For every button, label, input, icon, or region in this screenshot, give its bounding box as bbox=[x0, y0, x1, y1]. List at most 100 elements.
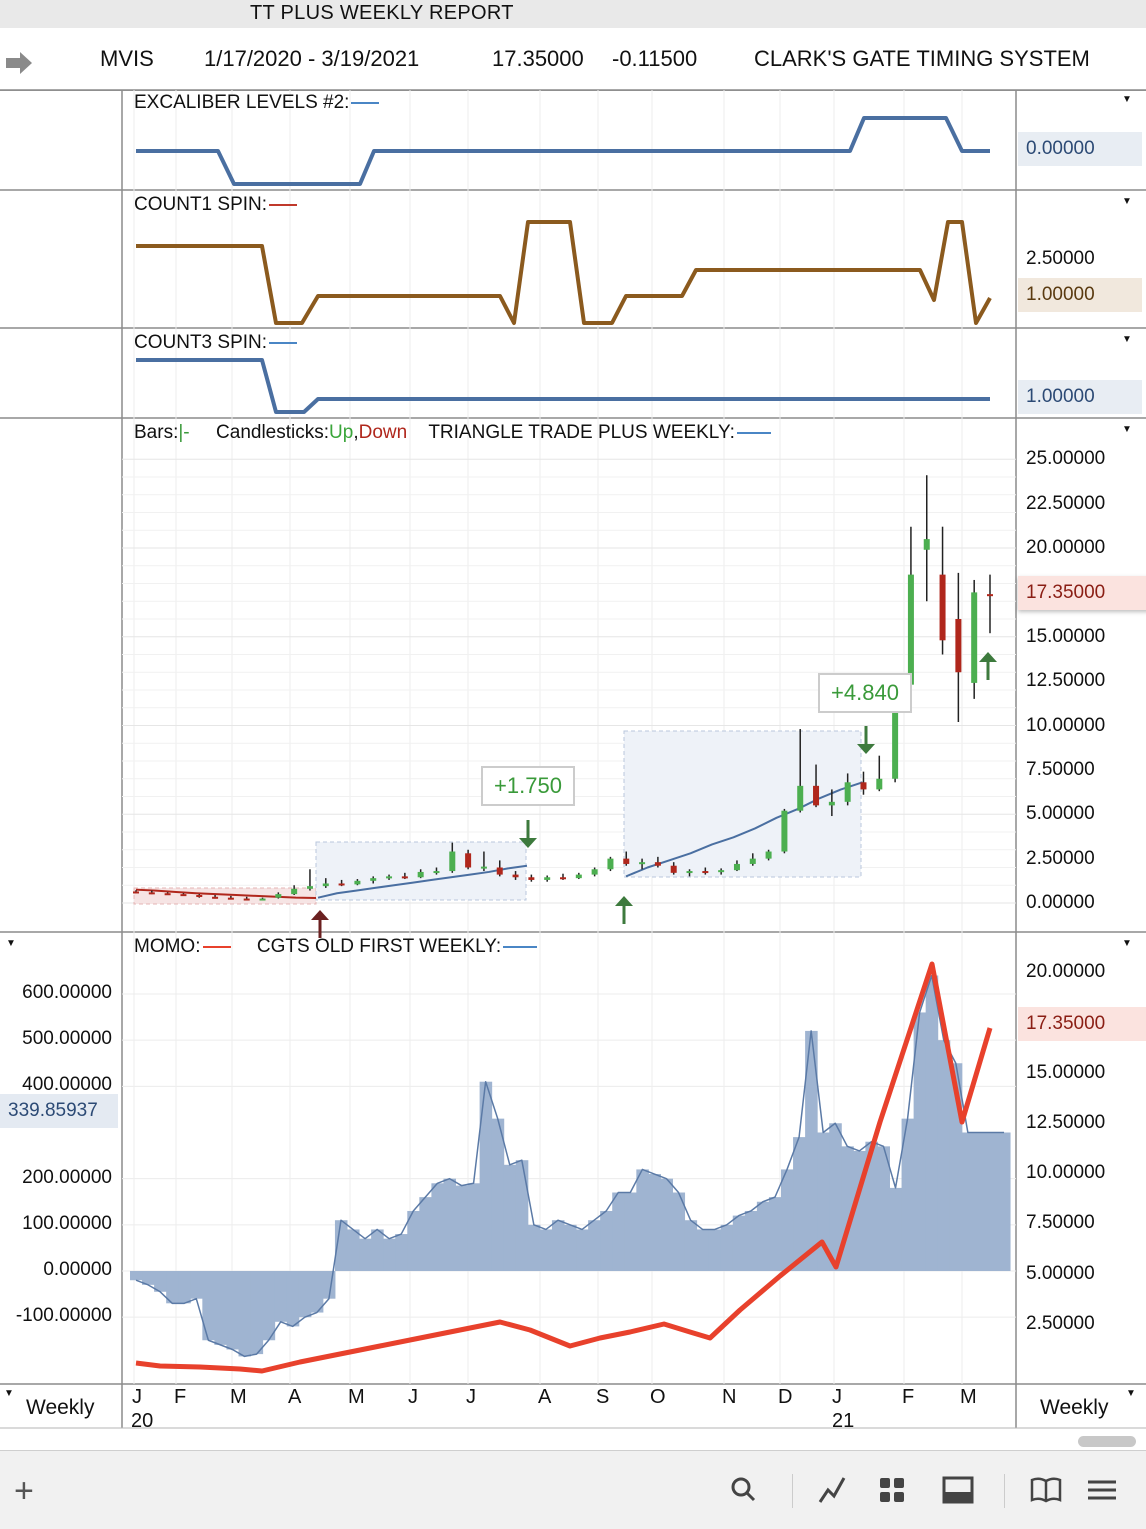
system-name: CLARK'S GATE TIMING SYSTEM bbox=[754, 46, 1090, 71]
momo-left-menu-icon[interactable]: ▼ bbox=[6, 938, 16, 949]
cgts-bar bbox=[732, 1215, 746, 1271]
price-legend: Bars:|- Candlesticks:Up,Down TRIANGLE TR… bbox=[134, 422, 771, 444]
horizontal-scrollbar[interactable] bbox=[1078, 1436, 1136, 1447]
gain-label-2: +4.840 bbox=[818, 673, 912, 713]
candle-body bbox=[892, 711, 899, 779]
forward-arrow-icon[interactable] bbox=[6, 52, 34, 74]
candle-body bbox=[686, 871, 693, 874]
period-left[interactable]: Weekly bbox=[26, 1396, 95, 1419]
cgts-bar bbox=[913, 1012, 927, 1271]
candle-body bbox=[496, 867, 503, 875]
candle-body bbox=[465, 853, 472, 868]
last-price: 17.35000 bbox=[492, 46, 584, 71]
month-label: M bbox=[348, 1386, 365, 1408]
candle-body bbox=[212, 896, 219, 899]
month-label: M bbox=[230, 1386, 247, 1408]
momo-right-tick: 7.50000 bbox=[1026, 1212, 1095, 1233]
cgts-bar bbox=[491, 1118, 505, 1271]
date-range: 1/17/2020 - 3/19/2021 bbox=[204, 46, 420, 71]
candle-body bbox=[338, 883, 345, 886]
month-label: F bbox=[174, 1386, 187, 1408]
candle-body bbox=[955, 619, 962, 673]
period-right[interactable]: Weekly bbox=[1040, 1396, 1109, 1419]
candle-body bbox=[544, 877, 551, 880]
count1-title: COUNT1 SPIN: bbox=[134, 194, 298, 216]
cgts-bar bbox=[527, 1224, 541, 1271]
price-tick: 25.00000 bbox=[1026, 448, 1106, 470]
momo-right-tick: 5.00000 bbox=[1026, 1263, 1095, 1284]
cgts-bar bbox=[503, 1164, 517, 1271]
count1-tick: 2.50000 bbox=[1026, 248, 1095, 269]
sell-arrow-1 bbox=[519, 820, 537, 848]
cgts-bar bbox=[407, 1210, 420, 1271]
cgts-bar bbox=[443, 1178, 456, 1271]
candle-body bbox=[275, 894, 282, 898]
menu-icon[interactable] bbox=[1084, 1472, 1120, 1508]
candle-body bbox=[971, 592, 978, 683]
cgts-bar bbox=[166, 1271, 179, 1304]
candle-body bbox=[386, 876, 393, 879]
candle-body bbox=[227, 897, 234, 900]
candle-body bbox=[148, 892, 155, 895]
month-label: N bbox=[722, 1386, 737, 1408]
excaliber-menu-icon[interactable]: ▼ bbox=[1122, 94, 1132, 105]
momo-right-tick: 2.50000 bbox=[1026, 1313, 1095, 1334]
cgts-bar bbox=[202, 1271, 215, 1341]
cgts-bar bbox=[334, 1220, 348, 1271]
candle-body bbox=[164, 893, 171, 896]
line-chart-icon[interactable] bbox=[814, 1472, 850, 1508]
candle-body bbox=[733, 863, 740, 871]
cgts-bar bbox=[829, 1123, 842, 1271]
momo-line bbox=[135, 961, 993, 1374]
momo-right-tick: 12.50000 bbox=[1026, 1112, 1106, 1133]
candle-body bbox=[401, 876, 408, 879]
candle-body bbox=[813, 785, 820, 806]
momo-left-tick: 500.00000 bbox=[22, 1028, 112, 1050]
triangle-box-2 bbox=[623, 730, 862, 878]
period-right-dropdown-icon[interactable]: ▼ bbox=[1126, 1388, 1136, 1399]
count3-menu-icon[interactable]: ▼ bbox=[1122, 334, 1132, 345]
cgts-bar bbox=[238, 1271, 252, 1357]
cgts-bar bbox=[672, 1192, 686, 1271]
price-tick: 5.00000 bbox=[1026, 803, 1095, 825]
symbol-info-bar: MVIS 1/17/2020 - 3/19/2021 17.35000 -0.1… bbox=[0, 28, 1146, 91]
cgts-bar bbox=[865, 1141, 878, 1271]
candle-body bbox=[923, 539, 930, 550]
candle-body bbox=[196, 895, 203, 898]
candle-body bbox=[860, 782, 867, 790]
candle-body bbox=[607, 858, 614, 870]
search-icon[interactable] bbox=[726, 1472, 762, 1508]
price-tick: 10.00000 bbox=[1026, 714, 1106, 736]
candle-body bbox=[259, 898, 266, 901]
cgts-bar bbox=[142, 1271, 155, 1285]
cgts-bar bbox=[696, 1229, 710, 1271]
candle-body bbox=[322, 883, 329, 887]
month-label: S bbox=[596, 1386, 610, 1408]
chart-canvas[interactable] bbox=[0, 0, 1146, 1450]
cgts-bar bbox=[925, 975, 939, 1271]
panel-icon[interactable] bbox=[940, 1472, 976, 1508]
candle-body bbox=[449, 851, 456, 872]
price-tick: 7.50000 bbox=[1026, 758, 1095, 780]
month-label: J bbox=[832, 1386, 842, 1408]
grid-icon[interactable] bbox=[874, 1472, 910, 1508]
excaliber-title: EXCALIBER LEVELS #2: bbox=[134, 92, 380, 114]
cgts-bar bbox=[130, 1271, 143, 1281]
candle-body bbox=[654, 862, 661, 866]
candle-body bbox=[844, 782, 851, 802]
add-button[interactable]: + bbox=[14, 1472, 34, 1510]
period-left-dropdown-icon[interactable]: ▼ bbox=[4, 1388, 14, 1399]
candle-body bbox=[702, 871, 709, 874]
cgts-bar bbox=[793, 1137, 806, 1271]
cgts-bar bbox=[961, 1132, 975, 1271]
candle-body bbox=[370, 878, 377, 881]
momo-left-tick: 200.00000 bbox=[22, 1166, 112, 1188]
cgts-bar bbox=[612, 1192, 625, 1271]
book-icon[interactable] bbox=[1028, 1472, 1064, 1508]
cgts-bar bbox=[347, 1229, 360, 1271]
cgts-bar bbox=[985, 1132, 999, 1271]
price-tick: 12.50000 bbox=[1026, 670, 1106, 692]
count1-menu-icon[interactable]: ▼ bbox=[1122, 196, 1132, 207]
price-menu-icon[interactable]: ▼ bbox=[1122, 424, 1132, 435]
momo-right-menu-icon[interactable]: ▼ bbox=[1122, 938, 1132, 949]
